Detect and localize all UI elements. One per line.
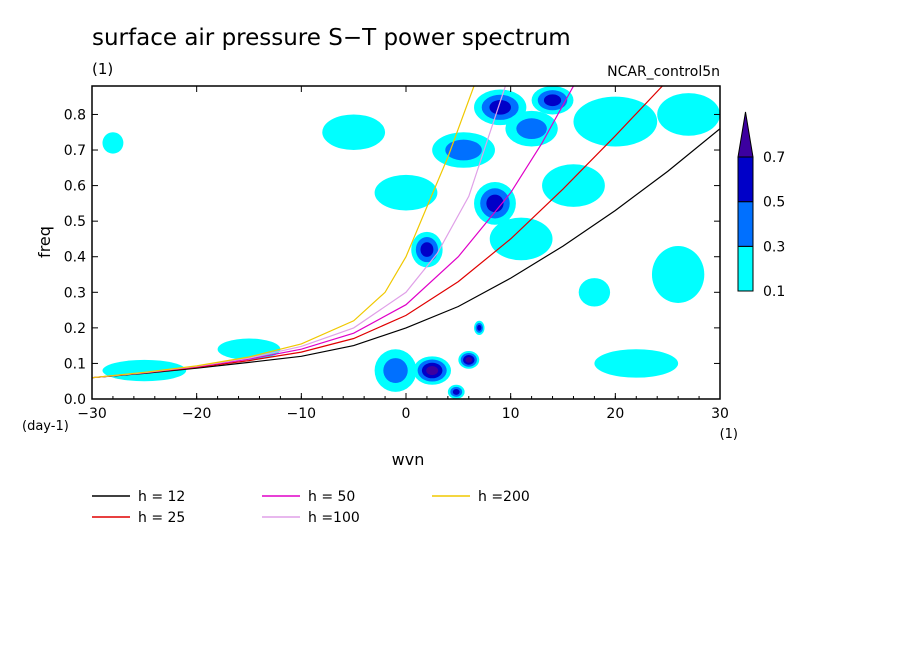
contour-band: [594, 349, 679, 378]
y-tick-label: 0.8: [64, 107, 86, 123]
x-units-label: (1): [720, 427, 738, 442]
contour-region: [102, 359, 187, 382]
y-tick-label: 0.1: [64, 356, 86, 372]
legend-label: h = 25: [138, 510, 185, 526]
contour-region: [474, 320, 485, 335]
contour-region: [578, 278, 611, 307]
colorbar-segment: [737, 201, 754, 247]
contour-region: [542, 164, 605, 207]
contour-band: [452, 388, 460, 395]
contour-region: [573, 96, 658, 147]
contour-band: [420, 242, 434, 257]
colorbar: 0.1 0.3 0.5 0.7: [737, 111, 785, 300]
y-tick-label: 0.7: [64, 143, 86, 159]
contour-band: [543, 94, 562, 107]
contour-band: [651, 246, 705, 303]
y-tick-label: 0.2: [64, 321, 86, 337]
contour-band: [102, 359, 187, 382]
curve-legend: h = 12 h = 25 h = 50 h =100 h =200: [92, 489, 530, 526]
legend-label: h = 50: [308, 489, 355, 505]
contour-layer: [102, 86, 720, 399]
colorbar-label: 0.1: [763, 284, 785, 300]
dataset-label: NCAR_control5n: [607, 64, 720, 80]
chart-title: surface air pressure S−T power spectrum: [92, 25, 571, 51]
x-tick-label: −20: [182, 406, 212, 422]
plot-area: −30 −20 −10 0 10 20 30 0.00.10.20.30.40.50.60.…: [64, 85, 729, 422]
y-tick-label: 0.4: [64, 250, 86, 266]
contour-band: [445, 139, 482, 161]
contour-band: [477, 324, 482, 331]
y-axis-ticks: 0.0 0.1 0.2 0.3 0.4 0.5 0.6 0.7 0.8: [64, 107, 720, 408]
y-tick-label: 0.3: [64, 285, 86, 301]
contour-region: [657, 93, 720, 136]
x-axis-label: wvn: [392, 450, 425, 469]
x-tick-label: 30: [711, 406, 729, 422]
dispersion-curves: [92, 86, 720, 379]
legend-label: h = 12: [138, 489, 185, 505]
contour-region: [374, 349, 417, 392]
contour-band: [486, 194, 504, 213]
contour-band: [465, 357, 473, 363]
colorbar-segment: [737, 156, 754, 203]
colorbar-label: 0.5: [763, 195, 785, 211]
x-tick-label: 20: [606, 406, 624, 422]
contour-region: [531, 86, 574, 115]
contour-band: [383, 358, 408, 383]
contour-region: [432, 132, 495, 168]
contour-region: [413, 356, 452, 385]
contour-band: [657, 93, 720, 136]
colorbar-arrow: [737, 111, 754, 158]
contour-band: [516, 118, 547, 140]
contour-region: [474, 182, 516, 225]
contour-region: [411, 231, 443, 268]
x-tick-label: −30: [77, 406, 107, 422]
contour-region: [322, 114, 386, 151]
contour-region: [447, 384, 465, 399]
dispersion-curve: [92, 86, 475, 379]
y-axis-label: freq: [35, 226, 54, 258]
contour-band: [426, 366, 439, 376]
x-axis-ticks: −30 −20 −10 0 10 20 30: [77, 86, 729, 422]
y-tick-label: 0.5: [64, 214, 86, 230]
contour-region: [594, 349, 679, 378]
contour-region: [651, 246, 705, 303]
contour-band: [542, 164, 605, 207]
contour-band: [489, 217, 553, 261]
contour-region: [489, 217, 553, 261]
dispersion-curve: [92, 86, 663, 379]
y-tick-label: 0.6: [64, 179, 86, 195]
contour-band: [489, 100, 511, 115]
contour-region: [374, 174, 438, 211]
y-units-label: (day-1): [22, 419, 69, 434]
x-tick-label: −10: [287, 406, 317, 422]
title-units: (1): [92, 60, 113, 78]
contour-band: [374, 174, 438, 211]
contour-band: [573, 96, 658, 147]
colorbar-segment: [737, 245, 754, 292]
dispersion-curve: [92, 128, 720, 379]
contour-region: [102, 132, 124, 154]
contour-band: [102, 132, 124, 154]
x-tick-label: 10: [502, 406, 520, 422]
contour-band: [578, 278, 611, 307]
y-tick-label: 0.0: [64, 392, 86, 408]
colorbar-label: 0.7: [763, 150, 785, 166]
legend-label: h =100: [308, 510, 360, 526]
x-tick-label: 0: [402, 406, 411, 422]
colorbar-label: 0.3: [763, 239, 785, 255]
contour-region: [458, 350, 480, 369]
contour-band: [322, 114, 386, 151]
legend-label: h =200: [478, 489, 530, 505]
